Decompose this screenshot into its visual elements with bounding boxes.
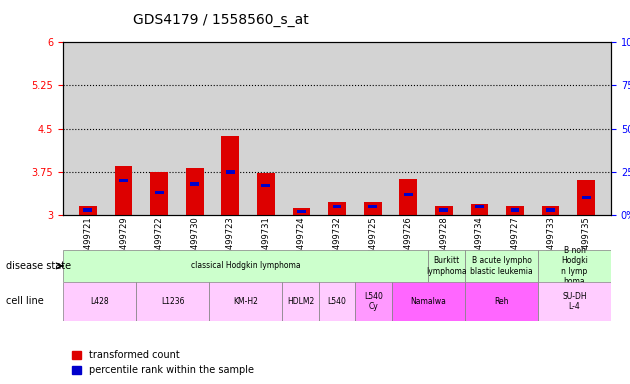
- Bar: [364, 202, 382, 215]
- Bar: [115, 166, 132, 215]
- Bar: [506, 207, 524, 215]
- Bar: [546, 208, 555, 212]
- FancyBboxPatch shape: [355, 282, 392, 321]
- Text: Reh: Reh: [494, 297, 509, 306]
- Bar: [368, 205, 377, 208]
- Bar: [150, 172, 168, 215]
- Bar: [328, 202, 346, 215]
- Bar: [471, 204, 488, 215]
- Text: disease state: disease state: [6, 261, 71, 271]
- Bar: [297, 210, 306, 214]
- Bar: [439, 208, 449, 212]
- Text: cell line: cell line: [6, 296, 44, 306]
- Bar: [435, 207, 453, 215]
- Text: L540: L540: [328, 297, 347, 306]
- Text: KM-H2: KM-H2: [233, 297, 258, 306]
- Text: HDLM2: HDLM2: [287, 297, 314, 306]
- Bar: [190, 182, 199, 186]
- FancyBboxPatch shape: [63, 282, 136, 321]
- Text: B non
Hodgki
n lymp
homa: B non Hodgki n lymp homa: [561, 246, 588, 286]
- Bar: [79, 207, 97, 215]
- FancyBboxPatch shape: [465, 282, 538, 321]
- Bar: [292, 208, 311, 215]
- FancyBboxPatch shape: [538, 282, 611, 321]
- Bar: [542, 207, 559, 215]
- FancyBboxPatch shape: [392, 282, 465, 321]
- Bar: [581, 196, 591, 200]
- FancyBboxPatch shape: [63, 250, 428, 282]
- Text: B acute lympho
blastic leukemia: B acute lympho blastic leukemia: [470, 256, 533, 276]
- Bar: [399, 179, 417, 215]
- Bar: [221, 136, 239, 215]
- Text: L428: L428: [90, 297, 109, 306]
- Bar: [510, 208, 520, 212]
- Bar: [186, 168, 203, 215]
- Legend: transformed count, percentile rank within the sample: transformed count, percentile rank withi…: [68, 346, 258, 379]
- Bar: [333, 205, 341, 208]
- Bar: [154, 191, 164, 194]
- Text: classical Hodgkin lymphoma: classical Hodgkin lymphoma: [191, 262, 301, 270]
- Text: L1236: L1236: [161, 297, 185, 306]
- FancyBboxPatch shape: [319, 282, 355, 321]
- FancyBboxPatch shape: [428, 250, 465, 282]
- Text: SU-DH
L-4: SU-DH L-4: [562, 292, 587, 311]
- Bar: [83, 208, 93, 212]
- Bar: [119, 179, 128, 182]
- Bar: [577, 180, 595, 215]
- Bar: [257, 173, 275, 215]
- FancyBboxPatch shape: [465, 250, 538, 282]
- FancyBboxPatch shape: [209, 282, 282, 321]
- Bar: [261, 184, 270, 187]
- FancyBboxPatch shape: [282, 282, 319, 321]
- Bar: [404, 193, 413, 196]
- Bar: [226, 170, 235, 174]
- Text: Namalwa: Namalwa: [411, 297, 446, 306]
- FancyBboxPatch shape: [538, 250, 611, 282]
- FancyBboxPatch shape: [136, 282, 209, 321]
- Text: Burkitt
lymphoma: Burkitt lymphoma: [427, 256, 467, 276]
- Text: GDS4179 / 1558560_s_at: GDS4179 / 1558560_s_at: [133, 13, 308, 27]
- Text: L540
Cy: L540 Cy: [364, 292, 383, 311]
- Bar: [475, 205, 484, 208]
